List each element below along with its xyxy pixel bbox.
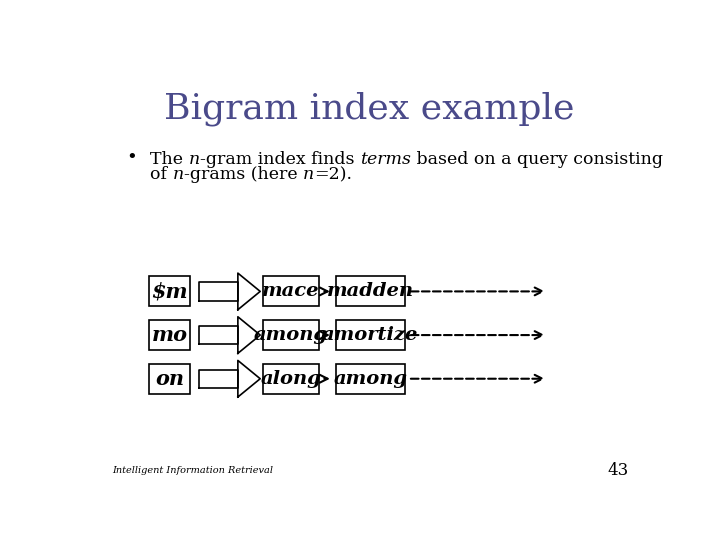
Text: on: on: [155, 369, 184, 389]
FancyBboxPatch shape: [336, 276, 405, 306]
Polygon shape: [238, 273, 260, 310]
Text: 43: 43: [607, 462, 629, 478]
FancyBboxPatch shape: [148, 364, 190, 394]
Text: n: n: [173, 166, 184, 184]
Text: along: along: [261, 370, 321, 388]
FancyBboxPatch shape: [148, 320, 190, 350]
Text: The: The: [150, 151, 189, 168]
Text: -grams (here: -grams (here: [184, 166, 303, 184]
Text: -gram index finds: -gram index finds: [200, 151, 360, 168]
Text: n: n: [189, 151, 200, 168]
Polygon shape: [199, 282, 238, 301]
Polygon shape: [199, 326, 238, 344]
Text: mo: mo: [151, 325, 187, 345]
FancyBboxPatch shape: [263, 320, 319, 350]
Text: Bigram index example: Bigram index example: [163, 91, 575, 126]
Text: madden: madden: [327, 282, 414, 300]
FancyBboxPatch shape: [336, 364, 405, 394]
FancyBboxPatch shape: [263, 364, 319, 394]
Polygon shape: [238, 317, 260, 353]
Text: n: n: [303, 166, 315, 184]
Text: $m: $m: [151, 281, 188, 301]
FancyBboxPatch shape: [148, 276, 190, 306]
Text: among: among: [333, 370, 408, 388]
Polygon shape: [238, 360, 260, 397]
Text: •: •: [126, 150, 137, 167]
Text: Intelligent Information Retrieval: Intelligent Information Retrieval: [112, 465, 274, 475]
Text: terms: terms: [360, 151, 411, 168]
Text: of: of: [150, 166, 173, 184]
FancyBboxPatch shape: [263, 276, 319, 306]
Text: based on a query consisting: based on a query consisting: [411, 151, 663, 168]
Polygon shape: [199, 369, 238, 388]
Text: mace: mace: [262, 282, 320, 300]
FancyBboxPatch shape: [336, 320, 405, 350]
Text: =2).: =2).: [315, 166, 352, 184]
Text: among: among: [254, 326, 328, 344]
Text: amortize: amortize: [323, 326, 418, 344]
